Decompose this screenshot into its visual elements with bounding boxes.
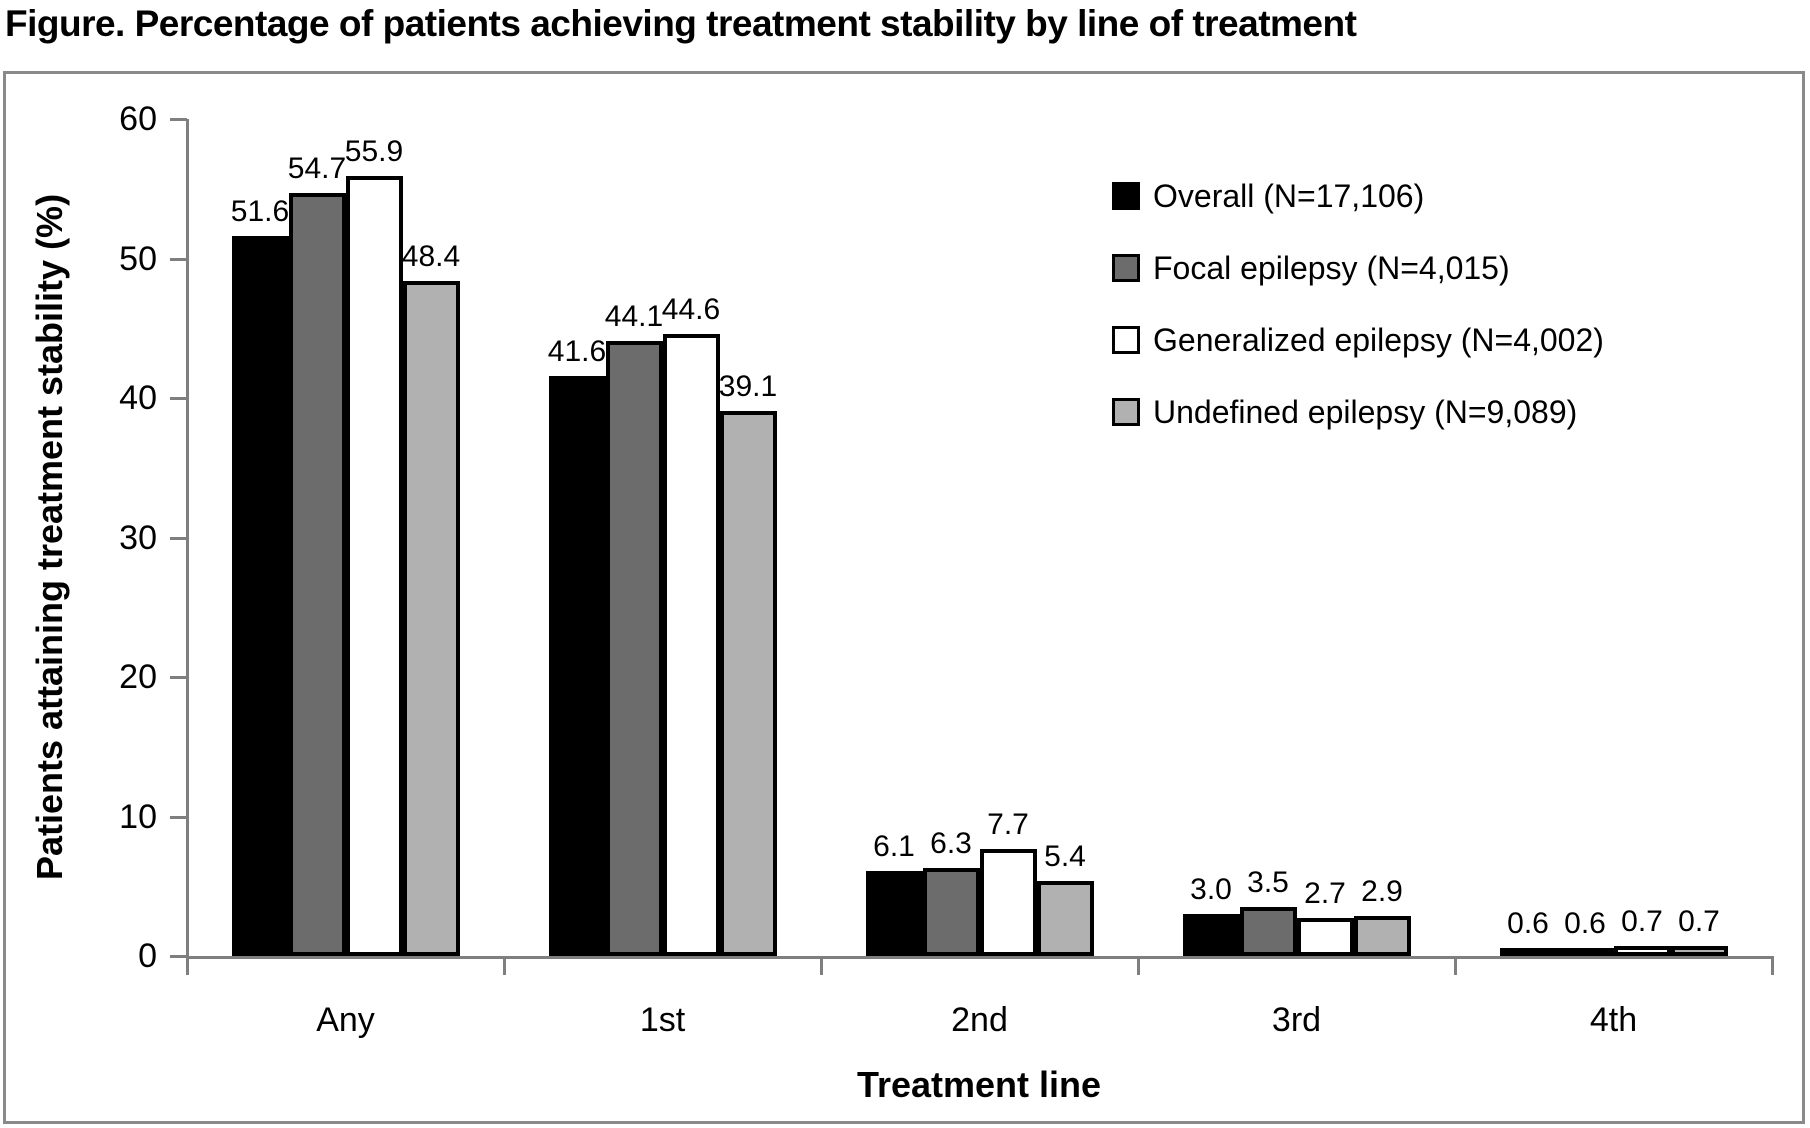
x-tick [1137,956,1140,975]
bar-4th-series1 [1556,947,1614,956]
x-tick-label-1st: 1st [639,1001,686,1039]
bar-value-label: 0.7 [1678,905,1720,939]
bar-2nd-series0 [865,870,923,956]
x-tick [186,956,189,975]
legend-item: Undefined epilepsy (N=9,089) [1112,394,1577,430]
bar-value-label: 41.6 [547,334,607,368]
bar-1st-series1 [605,340,663,956]
bar-value-label: 51.6 [230,195,290,229]
y-tick [170,118,187,121]
chart-frame: 51.6 54.7 55.9 48.4 Any 41.6 44.1 44.6 39.1 1st 6.… [3,71,1805,1124]
x-tick-label-4th: 4th [1589,1001,1638,1039]
bar-value-label: 6.1 [873,829,915,863]
plot-area: 51.6 54.7 55.9 48.4 Any 41.6 44.1 44.6 39.1 1st 6.… [6,74,1802,1121]
legend-swatch [1112,254,1140,282]
x-tick [1454,956,1457,975]
legend-label: Undefined epilepsy (N=9,089) [1153,394,1578,430]
bar-value-label: 3.0 [1190,873,1232,907]
legend-swatch [1112,182,1140,210]
y-tick [170,676,187,679]
y-tick-label: 40 [119,379,157,417]
bar-value-label: 0.6 [1564,906,1606,940]
y-tick [170,397,187,400]
x-tick-label-3rd: 3rd [1271,1001,1322,1039]
y-tick [170,955,187,958]
y-tick-label: 50 [119,239,157,278]
bar-4th-series3 [1670,946,1728,956]
bar-2nd-series3 [1036,880,1094,956]
bar-value-label: 0.7 [1621,905,1663,939]
bar-value-label: 6.3 [930,827,972,861]
y-axis-line [186,119,189,959]
y-tick [170,815,187,819]
y-axis-title: Patients attaining treatment stability (… [29,193,70,881]
bar-value-label: 7.7 [987,807,1029,841]
y-tick [170,536,187,540]
bar-value-label: 2.7 [1304,877,1346,911]
bar-Any-series0 [231,236,289,956]
bar-Any-series3 [402,280,460,956]
bar-Any-series2 [345,176,403,956]
bar-value-label: 2.9 [1361,874,1403,908]
legend-item: Overall (N=17,106) [1112,178,1424,214]
bar-2nd-series1 [922,868,980,956]
bar-value-label: 0.6 [1507,906,1549,940]
legend-item: Focal epilepsy (N=4,015) [1112,250,1510,286]
y-tick-label: 60 [119,100,157,138]
x-axis-line [187,956,1772,959]
bar-value-label: 48.4 [401,239,461,273]
y-tick-label: 20 [119,658,157,696]
bar-1st-series3 [719,410,777,956]
bar-1st-series2 [662,333,720,956]
legend-swatch [1112,398,1140,426]
figure-title: Figure. Percentage of patients achieving… [5,3,1357,44]
bar-3rd-series2 [1296,918,1354,956]
x-tick [1771,956,1774,975]
bar-value-label: 55.9 [344,135,404,169]
bar-value-label: 54.7 [287,151,347,185]
x-tick [503,956,506,975]
bar-value-label: 44.6 [661,292,721,326]
bar-3rd-series1 [1239,907,1297,956]
bar-value-label: 44.1 [604,299,664,333]
bar-value-label: 5.4 [1044,839,1086,873]
bar-3rd-series3 [1353,915,1411,956]
bar-3rd-series0 [1182,914,1240,956]
legend-item: Generalized epilepsy (N=4,002) [1112,322,1604,358]
bar-2nd-series2 [979,848,1037,956]
x-tick [820,956,823,975]
bar-Any-series1 [288,192,346,956]
x-axis-title: Treatment line [856,1064,1102,1105]
bar-value-label: 39.1 [718,369,778,403]
legend-label: Overall (N=17,106) [1153,178,1425,214]
bar-1st-series0 [548,375,606,956]
legend-swatch [1112,326,1140,354]
y-tick [170,257,187,261]
legend-label: Generalized epilepsy (N=4,002) [1153,322,1604,358]
legend-label: Focal epilepsy (N=4,015) [1153,250,1510,286]
y-tick-label: 0 [138,937,157,975]
y-tick-label: 10 [119,797,157,836]
y-tick-label: 30 [119,518,157,557]
x-tick-label-Any: Any [316,1001,375,1039]
bar-4th-series2 [1613,946,1671,956]
x-tick-label-2nd: 2nd [951,1001,1008,1039]
bar-value-label: 3.5 [1247,866,1289,900]
bar-4th-series0 [1499,947,1557,956]
